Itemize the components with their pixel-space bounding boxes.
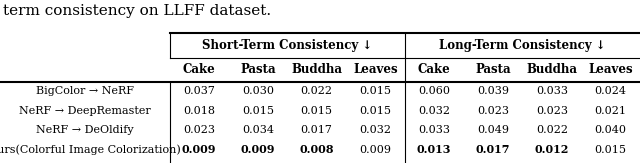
- Text: 0.030: 0.030: [242, 86, 274, 96]
- Text: 0.034: 0.034: [242, 125, 274, 135]
- Text: 0.015: 0.015: [301, 106, 333, 116]
- Text: 0.024: 0.024: [595, 86, 627, 96]
- Text: 0.017: 0.017: [301, 125, 333, 135]
- Text: 0.017: 0.017: [476, 144, 510, 156]
- Text: 0.023: 0.023: [477, 106, 509, 116]
- Text: 0.015: 0.015: [360, 86, 392, 96]
- Text: Ours(Colorful Image Colorization): Ours(Colorful Image Colorization): [0, 145, 181, 155]
- Text: 0.023: 0.023: [536, 106, 568, 116]
- Text: term consistency on LLFF dataset.: term consistency on LLFF dataset.: [3, 4, 271, 18]
- Text: 0.009: 0.009: [182, 144, 216, 156]
- Text: 0.060: 0.060: [418, 86, 450, 96]
- Text: NeRF → DeepRemaster: NeRF → DeepRemaster: [19, 106, 150, 116]
- Text: Pasta: Pasta: [475, 63, 511, 76]
- Text: 0.012: 0.012: [534, 144, 569, 156]
- Text: NeRF → DeOldify: NeRF → DeOldify: [36, 125, 134, 135]
- Text: Long-Term Consistency ↓: Long-Term Consistency ↓: [439, 39, 605, 52]
- Text: 0.018: 0.018: [183, 106, 215, 116]
- Text: Pasta: Pasta: [240, 63, 276, 76]
- Text: 0.009: 0.009: [360, 145, 392, 155]
- Text: 0.021: 0.021: [595, 106, 627, 116]
- Text: 0.022: 0.022: [301, 86, 333, 96]
- Text: 0.015: 0.015: [242, 106, 274, 116]
- Text: Buddha: Buddha: [291, 63, 342, 76]
- Text: Buddha: Buddha: [526, 63, 577, 76]
- Text: 0.032: 0.032: [418, 106, 450, 116]
- Text: BigColor → NeRF: BigColor → NeRF: [36, 86, 134, 96]
- Text: 0.013: 0.013: [417, 144, 451, 156]
- Text: 0.040: 0.040: [595, 125, 627, 135]
- Text: Cake: Cake: [418, 63, 451, 76]
- Text: 0.015: 0.015: [360, 106, 392, 116]
- Text: Leaves: Leaves: [588, 63, 633, 76]
- Text: Cake: Cake: [182, 63, 216, 76]
- Text: 0.015: 0.015: [595, 145, 627, 155]
- Text: Leaves: Leaves: [353, 63, 397, 76]
- Text: 0.049: 0.049: [477, 125, 509, 135]
- Text: 0.009: 0.009: [241, 144, 275, 156]
- Text: 0.033: 0.033: [536, 86, 568, 96]
- Text: 0.032: 0.032: [360, 125, 392, 135]
- Text: Short-Term Consistency ↓: Short-Term Consistency ↓: [202, 39, 372, 52]
- Text: 0.037: 0.037: [183, 86, 215, 96]
- Text: 0.022: 0.022: [536, 125, 568, 135]
- Text: 0.023: 0.023: [183, 125, 215, 135]
- Text: 0.008: 0.008: [300, 144, 334, 156]
- Text: 0.039: 0.039: [477, 86, 509, 96]
- Text: 0.033: 0.033: [418, 125, 450, 135]
